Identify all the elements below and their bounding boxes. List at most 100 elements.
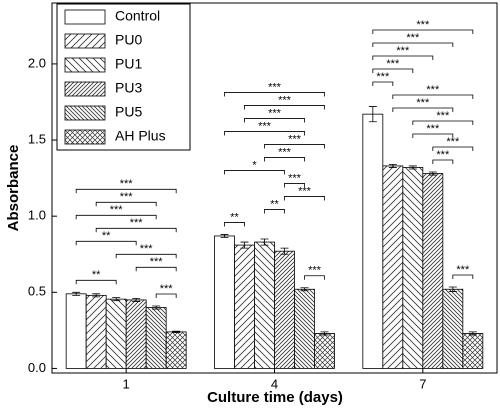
significance-label: ***	[288, 172, 302, 184]
bar	[462, 333, 484, 369]
bar	[65, 293, 87, 369]
significance-label: ***	[120, 178, 134, 190]
y-tick-label: 0.0	[28, 360, 46, 375]
significance-bracket	[412, 120, 474, 126]
bar	[382, 165, 404, 369]
significance-bracket	[452, 274, 474, 279]
bar	[274, 250, 295, 369]
significance-label: ***	[140, 243, 154, 255]
legend-label: PU1	[115, 56, 142, 72]
y-tick-label: 2.0	[28, 55, 46, 70]
error-bar	[300, 287, 309, 292]
significance-label: **	[270, 198, 279, 210]
legend-label: PU5	[115, 104, 142, 120]
significance-label: ***	[160, 283, 174, 295]
legend-swatch	[64, 81, 106, 97]
significance-label: ***	[426, 84, 440, 96]
x-tick-label: 1	[123, 376, 130, 391]
significance-label: ***	[288, 133, 302, 145]
significance-bracket	[412, 133, 454, 139]
error-bar	[72, 291, 81, 296]
significance-label: ***	[426, 123, 440, 135]
significance-bracket	[304, 275, 325, 280]
significance-bracket	[244, 118, 305, 123]
significance-bracket	[224, 222, 245, 227]
y-tick-label: 1.5	[28, 131, 46, 146]
significance-label: ***	[376, 71, 390, 83]
significance-label: ***	[406, 32, 420, 44]
significance-bracket	[372, 55, 434, 61]
significance-bracket	[284, 183, 305, 188]
x-axis-label: Culture time (days)	[207, 389, 343, 406]
significance-label: ***	[386, 58, 400, 70]
significance-bracket	[264, 157, 305, 162]
significance-label: ***	[456, 264, 470, 276]
legend-swatch	[64, 105, 106, 121]
error-bar	[240, 241, 249, 249]
bar	[362, 113, 384, 369]
bar	[105, 298, 127, 369]
error-bar	[260, 238, 269, 246]
significance-bracket	[372, 68, 414, 74]
significance-label: ***	[416, 19, 430, 31]
significance-bracket	[95, 201, 157, 207]
bar	[145, 307, 167, 369]
error-bar	[428, 171, 437, 176]
bar	[402, 167, 424, 369]
significance-bracket	[284, 196, 325, 201]
significance-label: ***	[416, 97, 430, 109]
error-bar	[172, 330, 181, 334]
y-axis-label: Absorbance	[5, 145, 22, 232]
legend-label: Control	[115, 8, 160, 24]
error-bar	[448, 286, 457, 292]
bar	[422, 173, 444, 369]
significance-label: **	[102, 230, 111, 242]
error-bar	[468, 331, 477, 336]
significance-label: ***	[396, 45, 410, 57]
significance-bracket	[372, 81, 394, 87]
legend-label: PU3	[115, 80, 142, 96]
error-bar	[368, 106, 377, 123]
x-tick-label: 4	[271, 376, 278, 391]
bar	[314, 333, 335, 369]
significance-label: **	[92, 269, 101, 281]
significance-bracket	[135, 266, 177, 272]
x-tick-label: 7	[419, 376, 426, 391]
error-bar	[112, 297, 121, 302]
significance-label: *	[252, 159, 257, 171]
bar	[214, 235, 235, 369]
significance-bracket	[392, 107, 454, 113]
significance-bracket	[264, 209, 285, 214]
significance-bracket	[372, 42, 454, 48]
significance-label: ***	[436, 149, 450, 161]
significance-label: **	[230, 211, 239, 223]
significance-bracket	[392, 94, 474, 100]
significance-label: ***	[308, 265, 322, 277]
bar	[234, 244, 255, 369]
bar	[125, 299, 147, 369]
error-bar	[320, 331, 329, 336]
significance-bracket	[75, 214, 157, 220]
bar	[165, 331, 187, 369]
significance-label: ***	[130, 217, 144, 229]
bar	[294, 288, 315, 369]
significance-label: ***	[150, 256, 164, 268]
significance-bracket	[115, 253, 177, 259]
legend-swatch	[64, 33, 106, 49]
significance-label: ***	[436, 110, 450, 122]
legend-label: PU0	[115, 32, 142, 48]
significance-label: ***	[120, 191, 134, 203]
significance-label: ***	[298, 185, 312, 197]
significance-bracket	[224, 131, 305, 136]
legend-label: AH Plus	[115, 128, 166, 144]
significance-bracket	[155, 293, 177, 299]
significance-bracket	[95, 227, 177, 233]
y-tick-label: 1.0	[28, 208, 46, 223]
significance-bracket	[224, 170, 285, 175]
legend-swatch	[64, 57, 106, 73]
significance-bracket	[264, 144, 325, 149]
y-tick-label: 0.5	[28, 284, 46, 299]
error-bar	[92, 293, 101, 298]
significance-bracket	[372, 29, 474, 35]
